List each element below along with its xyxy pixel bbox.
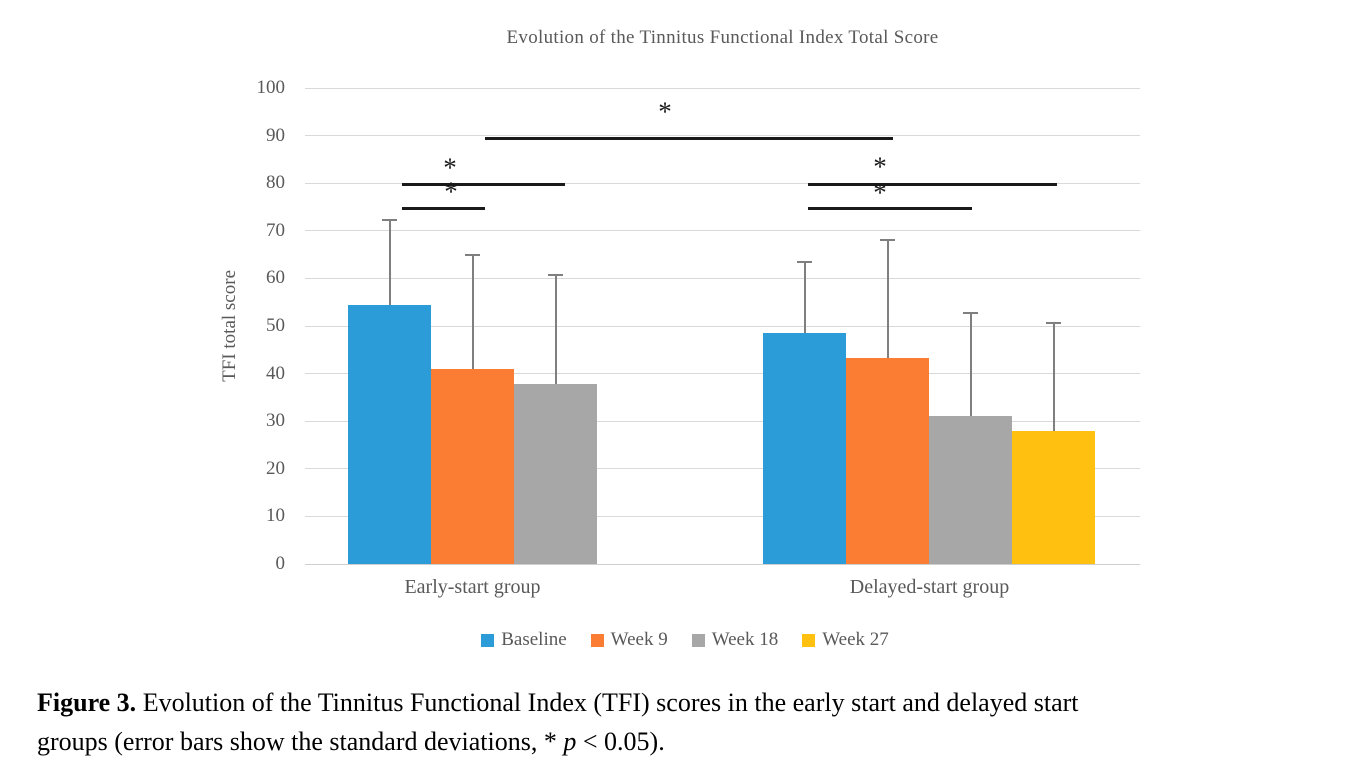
gridline-10 (305, 515, 1140, 517)
y-tick-label-100: 100 (256, 77, 286, 98)
legend-label-week-9: Week 9 (610, 629, 668, 650)
legend-swatch-week-18 (691, 633, 705, 647)
figure-label: Figure 3. (37, 688, 137, 717)
legend-item-week-18: Week 18 (691, 629, 779, 651)
gridline-60 (305, 277, 1140, 279)
chart-title: Evolution of the Tinnitus Functional Ind… (506, 27, 939, 48)
error-bar-baseline-early-start-group (388, 219, 391, 305)
significance-star-3: * (444, 176, 458, 207)
legend-label-baseline: Baseline (501, 629, 567, 650)
bar-baseline-delayed-start-group (763, 333, 846, 564)
significance-bracket-5 (808, 207, 972, 210)
error-bar-cap-week-9-early-start-group (465, 253, 480, 256)
caption-p-symbol: p (563, 727, 577, 756)
significance-star-4: * (873, 151, 887, 182)
bar-baseline-early-start-group (348, 304, 431, 564)
caption-text-1: Evolution of the Tinnitus Functional Ind… (136, 688, 1079, 717)
significance-bracket-1 (485, 137, 893, 140)
y-tick-label-60: 60 (266, 267, 285, 289)
bar-week-9-delayed-start-group (846, 357, 929, 564)
significance-star-5: * (873, 177, 887, 208)
gridline-100 (305, 87, 1140, 89)
gridline-80 (305, 182, 1140, 184)
error-bar-week-9-delayed-start-group (886, 239, 889, 358)
legend-label-week-27: Week 27 (822, 629, 889, 650)
gridline-90 (305, 135, 1140, 137)
y-tick-label-30: 30 (266, 410, 285, 432)
y-tick-label-0: 0 (275, 553, 286, 574)
y-tick-label-80: 80 (266, 172, 285, 194)
bar-week-18-delayed-start-group (929, 416, 1012, 564)
y-tick-label-70: 70 (266, 219, 285, 241)
error-bar-cap-week-18-delayed-start-group (963, 312, 978, 315)
y-tick-label-40: 40 (266, 362, 285, 384)
gridline-50 (305, 325, 1140, 327)
caption-text-2: groups (error bars show the standard dev… (37, 727, 564, 756)
x-category-label-early-start-group: Early-start group (404, 576, 541, 598)
caption-line-2: groups (error bars show the standard dev… (37, 722, 1349, 761)
legend: Baseline Week 9 Week 18 Week 27 (0, 629, 1370, 651)
caption-text-3: < 0.05). (576, 727, 665, 756)
legend-item-week-9: Week 9 (590, 629, 668, 651)
x-category-label-delayed-start-group: Delayed-start group (849, 576, 1010, 598)
gridline-40 (305, 373, 1140, 375)
caption-line-1: Figure 3. Evolution of the Tinnitus Func… (37, 683, 1349, 722)
bar-week-9-early-start-group (431, 368, 514, 564)
bar-week-18-early-start-group (514, 384, 597, 564)
y-tick-label-10: 10 (266, 505, 285, 527)
significance-star-1: * (658, 96, 672, 127)
y-tick-label-90: 90 (266, 124, 285, 146)
gridline-30 (305, 420, 1140, 422)
legend-swatch-baseline (481, 633, 495, 647)
gridline-20 (305, 468, 1140, 470)
gridline-70 (305, 230, 1140, 232)
error-bar-cap-week-18-early-start-group (548, 274, 563, 277)
legend-item-week-27: Week 27 (802, 629, 889, 651)
error-bar-cap-week-9-delayed-start-group (880, 238, 895, 241)
bar-week-27-delayed-start-group (1012, 430, 1095, 564)
error-bar-week-18-delayed-start-group (969, 313, 972, 417)
significance-star-2: * (443, 152, 457, 183)
error-bar-cap-baseline-early-start-group (382, 218, 397, 221)
error-bar-baseline-delayed-start-group (803, 262, 806, 334)
legend-swatch-week-9 (590, 633, 604, 647)
y-tick-label-20: 20 (266, 457, 285, 479)
y-tick-label-50: 50 (266, 315, 285, 336)
plot-area: 0 10 20 30 40 50 60 70 80 90 100 * * * * * Early-start g… (257, 78, 1140, 598)
error-bar-week-27-delayed-start-group (1052, 323, 1055, 431)
error-bar-week-18-early-start-group (554, 275, 557, 385)
figure-caption: Figure 3. Evolution of the Tinnitus Func… (37, 683, 1349, 761)
error-bar-week-9-early-start-group (471, 254, 474, 369)
legend-label-week-18: Week 18 (711, 629, 779, 650)
significance-bracket-3 (402, 207, 485, 210)
error-bar-cap-week-27-delayed-start-group (1046, 322, 1061, 325)
significance-bracket-4 (808, 183, 1057, 186)
legend-swatch-week-27 (802, 633, 816, 647)
significance-bracket-2 (402, 183, 565, 186)
legend-item-baseline: Baseline (481, 629, 567, 651)
gridline-0 (305, 563, 1140, 565)
error-bar-cap-baseline-delayed-start-group (797, 261, 812, 264)
